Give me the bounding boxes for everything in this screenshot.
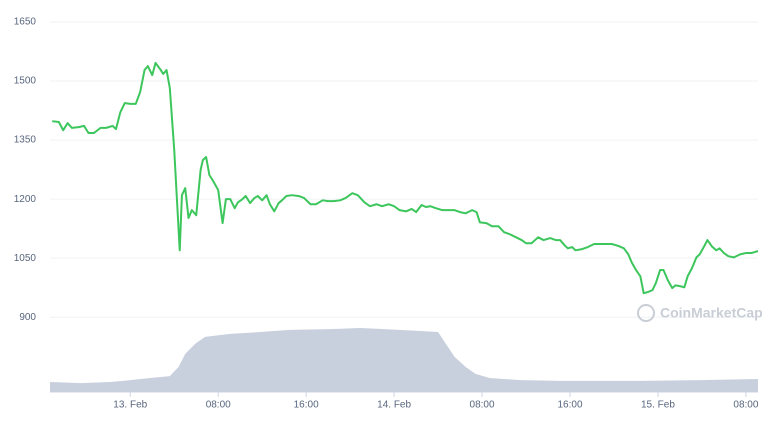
x-tick-label: 16:00 — [557, 400, 582, 411]
y-tick-label: 1200 — [14, 194, 37, 205]
x-tick-label: 15. Feb — [641, 400, 675, 411]
x-tick-label: 08:00 — [470, 400, 495, 411]
y-tick-label: 1650 — [14, 17, 37, 28]
x-tick-label: 08:00 — [206, 400, 231, 411]
watermark-text: CoinMarketCap — [660, 305, 763, 321]
price-line — [52, 61, 759, 295]
x-tick-label: 13. Feb — [113, 400, 147, 411]
volume-area — [50, 327, 758, 392]
y-tick-label: 1500 — [14, 76, 37, 87]
watermark: CoinMarketCap — [637, 304, 763, 322]
x-tick-label: 08:00 — [733, 400, 758, 411]
x-tick-label: 16:00 — [294, 400, 319, 411]
y-tick-label: 1350 — [14, 135, 37, 146]
plot: 900 1050 1200 1350 1500 1650 13. Feb 08:00 16:00… — [14, 17, 759, 411]
x-tick-label: 14. Feb — [377, 400, 411, 411]
y-tick-label: 1050 — [14, 253, 37, 264]
series-layer — [52, 61, 759, 295]
watermark-logo — [637, 304, 655, 322]
y-tick-label: 900 — [19, 312, 36, 323]
